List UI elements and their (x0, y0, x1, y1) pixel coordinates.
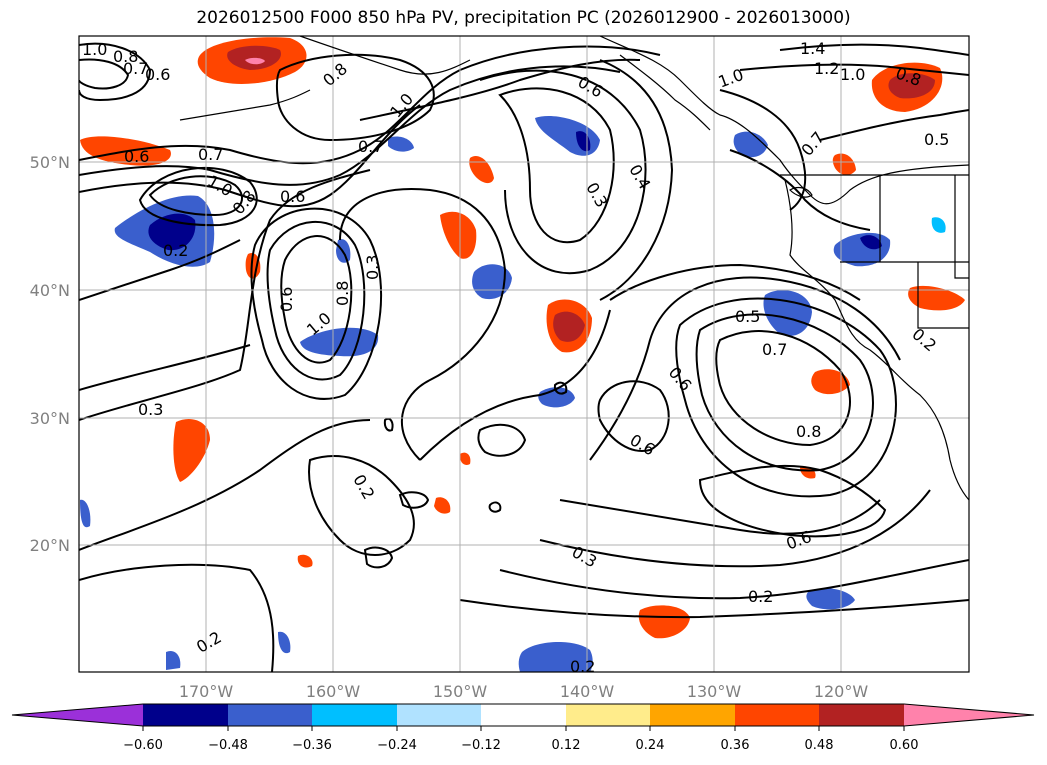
contour-label: 0.7 (358, 137, 383, 156)
contour-label: 0.7 (198, 145, 223, 164)
lat-tick-label: 50°N (30, 153, 70, 172)
contour-label: 0.6 (277, 287, 296, 312)
lon-tick-label: 130°W (687, 682, 742, 701)
lon-tick-label: 160°W (306, 682, 361, 701)
colorbar-bin (397, 704, 481, 726)
colorbar-ticks (142, 726, 905, 731)
contour-label: 0.6 (280, 187, 305, 206)
colorbar-extend-low (12, 704, 143, 726)
precip-positive-areas (80, 37, 965, 639)
lon-tick-label: 170°W (179, 682, 234, 701)
contour-label: 1.0 (82, 40, 107, 59)
contour-label: 0.3 (138, 400, 163, 419)
colorbar-bin (566, 704, 650, 726)
contour-label: 0.6 (145, 65, 170, 84)
lat-tick-label: 20°N (30, 536, 70, 555)
contour-label: 1.2 (814, 59, 839, 78)
pv-contours (79, 42, 969, 672)
colorbar-tick-label: −0.36 (292, 738, 332, 753)
colorbar-tick-label: 0.36 (721, 738, 750, 753)
contour-label: 0.8 (333, 281, 352, 306)
colorbar-bin (650, 704, 735, 726)
contour-label: 0.2 (570, 657, 595, 676)
map-title: 2026012500 F000 850 hPa PV, precipitatio… (196, 8, 851, 28)
colorbar-tick-label: −0.48 (208, 738, 248, 753)
colorbar-bin (228, 704, 312, 726)
colorbar-tick-label: −0.24 (377, 738, 417, 753)
lon-tick-label: 120°W (814, 682, 869, 701)
colorbar-bin (312, 704, 397, 726)
plot-frame (78, 35, 970, 673)
contour-label: 0.8 (796, 422, 821, 441)
contour-label: 0.7 (123, 59, 148, 78)
lat-tick-label: 40°N (30, 281, 70, 300)
lat-axis-labels: 50°N 40°N 30°N 20°N (30, 153, 70, 555)
colorbar-bin (819, 704, 904, 726)
colorbar-bin (481, 704, 566, 726)
colorbar-tick-label: −0.60 (123, 738, 163, 753)
colorbar-extend-high (904, 704, 1034, 726)
contour-label: 0.5 (735, 307, 760, 326)
coastlines (179, 36, 969, 501)
lat-tick-label: 30°N (30, 409, 70, 428)
graticule (79, 36, 969, 672)
contour-label: 0.5 (924, 130, 949, 149)
colorbar-tick-label: −0.12 (461, 738, 501, 753)
colorbar-tick-label: 0.48 (805, 738, 834, 753)
contour-label: 0.2 (748, 587, 773, 606)
lon-axis-labels: 170°W 160°W 150°W 140°W 130°W 120°W (179, 682, 869, 701)
colorbar-bin (735, 704, 819, 726)
contour-label: 0.8 (113, 47, 138, 66)
contour-label: 0.7 (762, 340, 787, 359)
colorbar-tick-label: 0.12 (552, 738, 581, 753)
lon-tick-label: 140°W (560, 682, 615, 701)
colorbar-bin (143, 704, 228, 726)
contour-label: 0.2 (163, 241, 188, 260)
lon-tick-label: 150°W (433, 682, 488, 701)
contour-label: 1.0 (840, 65, 865, 84)
contour-label: 0.6 (124, 147, 149, 166)
contour-label: 1.4 (800, 39, 825, 58)
colorbar-tick-label: 0.60 (890, 738, 919, 753)
colorbar: −0.60 −0.48 −0.36 −0.24 −0.12 0.12 0.24 … (11, 703, 1035, 753)
contour-label: 0.3 (363, 255, 382, 280)
colorbar-tick-label: 0.24 (636, 738, 665, 753)
